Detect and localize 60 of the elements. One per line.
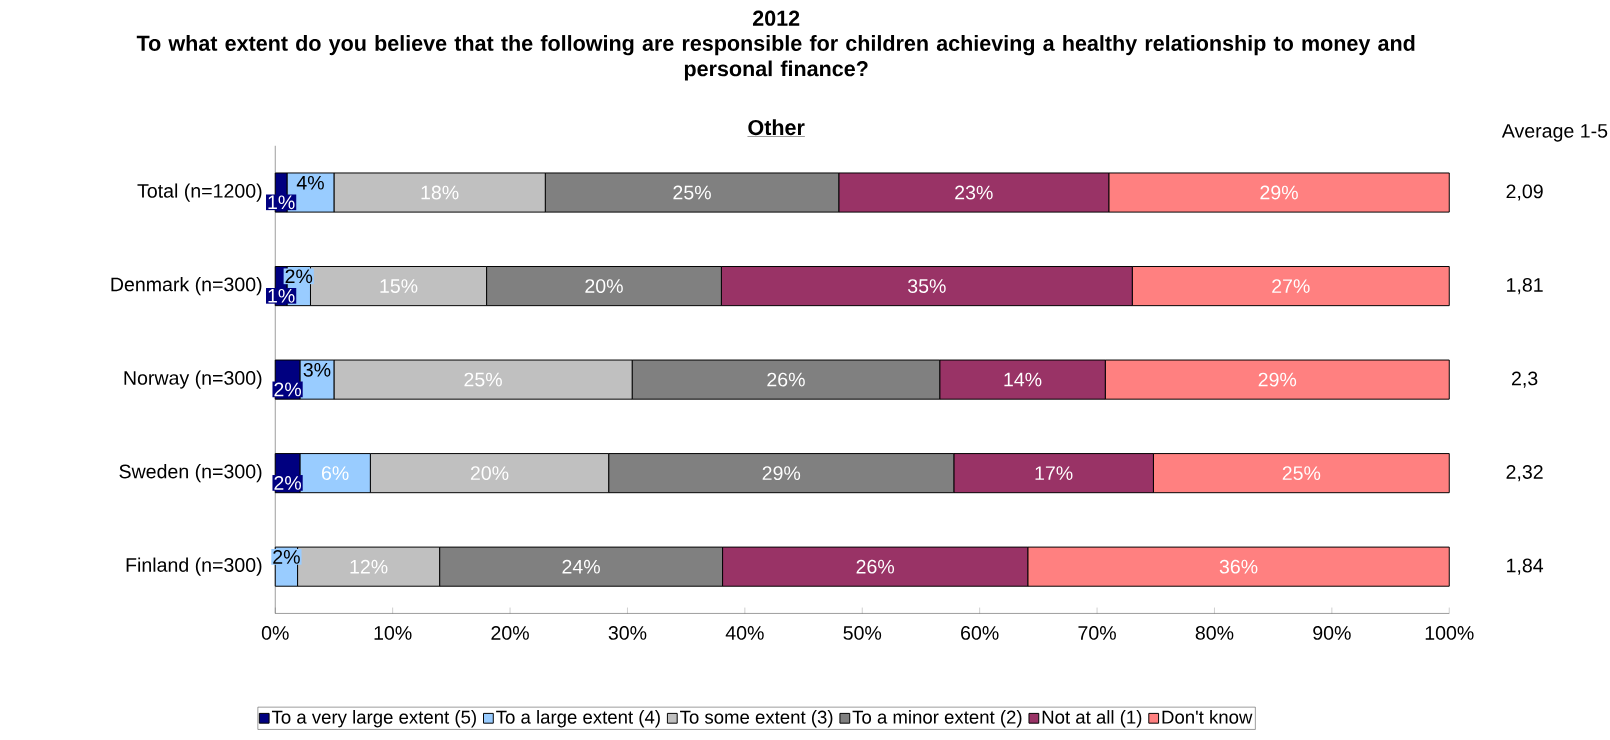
data-label: 23% (955, 185, 993, 200)
data-label: 1% (268, 289, 295, 303)
data-label: 20% (470, 466, 509, 481)
data-label: 2% (285, 269, 313, 284)
data-label: 2% (273, 550, 300, 564)
text: Other (748, 119, 805, 136)
data-label: 26% (856, 559, 895, 574)
data-label: 3% (303, 363, 331, 377)
data-label: 24% (562, 559, 600, 574)
x-tick-label: 10% (374, 626, 412, 641)
data-label: 26% (767, 372, 805, 387)
chart-title: 2012 (752, 10, 800, 27)
x-tick-label: 70% (1078, 626, 1116, 641)
data-label: 18% (421, 185, 459, 200)
data-label: 14% (1004, 372, 1042, 387)
x-tick-label: 0% (261, 626, 289, 641)
data-label: 27% (1272, 279, 1310, 294)
legend-label: To some extent (3) (680, 710, 833, 728)
text: 2,32 (1506, 465, 1543, 482)
data-label: 15% (380, 279, 418, 294)
data-label: 17% (1035, 466, 1073, 481)
data-label: 4% (296, 176, 324, 190)
text: 1,81 (1507, 278, 1543, 295)
x-tick-label: 90% (1313, 626, 1351, 641)
text: Average 1-5 (1501, 124, 1608, 142)
x-tick-label: 80% (1195, 626, 1234, 641)
chart-subtitle: To what extent do you believe that the following are responsible for children achieving a healthy relationship to money and personal finance? (136, 35, 1415, 81)
data-label: 35% (908, 279, 946, 294)
x-tick-label: 30% (608, 626, 647, 641)
x-tick-label: 20% (491, 626, 529, 641)
y-tick-label: Sweden (n=300) (119, 464, 262, 483)
data-label: 2% (274, 382, 302, 397)
legend-label: To a large extent (4) (496, 710, 660, 728)
text: 1,84 (1507, 558, 1544, 575)
data-label: 1% (268, 195, 295, 210)
text: 2,3 (1511, 371, 1538, 388)
data-label: 25% (673, 185, 711, 200)
legend-label: To a very large extent (5) (271, 710, 476, 728)
data-label: 29% (1258, 372, 1297, 387)
text: 2,09 (1506, 184, 1543, 201)
data-label: 6% (321, 466, 349, 481)
data-label: 25% (464, 372, 502, 387)
data-label: 29% (1260, 185, 1298, 200)
data-label: 12% (350, 559, 388, 574)
legend-label: Not at all (1) (1042, 710, 1142, 728)
data-label: 20% (585, 279, 623, 294)
data-label: 2% (274, 476, 302, 490)
x-tick-label: 100% (1425, 626, 1474, 641)
y-tick-label: Norway (n=300) (124, 370, 262, 389)
y-tick-label: Total (n=1200) (137, 183, 262, 202)
x-tick-label: 40% (725, 626, 764, 641)
data-label: 29% (762, 466, 801, 481)
x-tick-label: 50% (843, 626, 882, 641)
x-tick-label: 60% (961, 626, 999, 641)
y-tick-label: Finland (n=300) (126, 557, 262, 576)
data-label: 36% (1219, 559, 1258, 574)
y-tick-label: Denmark (n=300) (111, 277, 262, 296)
legend-label: To a minor extent (2) (852, 710, 1022, 728)
legend-label: Don't know (1162, 710, 1253, 724)
data-label: 25% (1282, 466, 1321, 481)
